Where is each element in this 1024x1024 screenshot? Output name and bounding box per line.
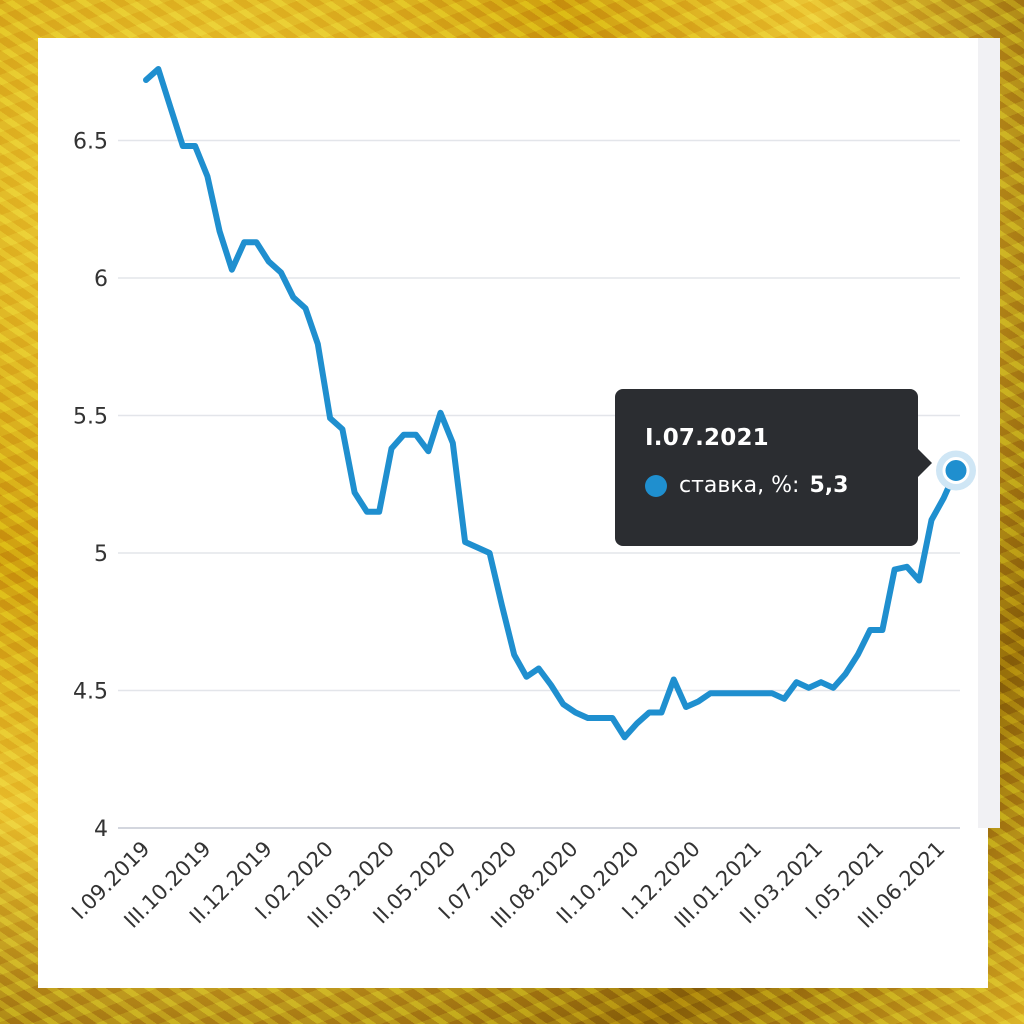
series-line [143,66,959,741]
highlight-point [942,457,970,484]
y-tick-label: 4 [94,817,108,842]
tooltip-title: I.07.2021 [645,425,769,451]
plot-edge-strip [978,38,1000,828]
y-tick-label: 4.5 [73,680,108,705]
y-tick-label: 5 [94,542,108,567]
tooltip-row: ставка, %: 5,3 [645,473,918,498]
chart-panel: 4 4.5 5 5.5 6 6.5 I.09.2019 III.10.2019 II.12.20… [38,38,1000,988]
series-dot-icon [645,474,667,497]
chart-tooltip: I.07.2021 ставка, %: 5,3 [615,389,932,546]
tooltip-series-label: ставка, %: [679,473,800,498]
y-tick-label: 6.5 [73,130,108,155]
y-tick-label: 5.5 [73,405,108,430]
line-chart: 44.555.566.5I.09.2019III.10.2019II.12.20… [67,66,976,933]
tooltip-value: 5,3 [809,473,849,498]
y-tick-label: 6 [94,267,108,292]
